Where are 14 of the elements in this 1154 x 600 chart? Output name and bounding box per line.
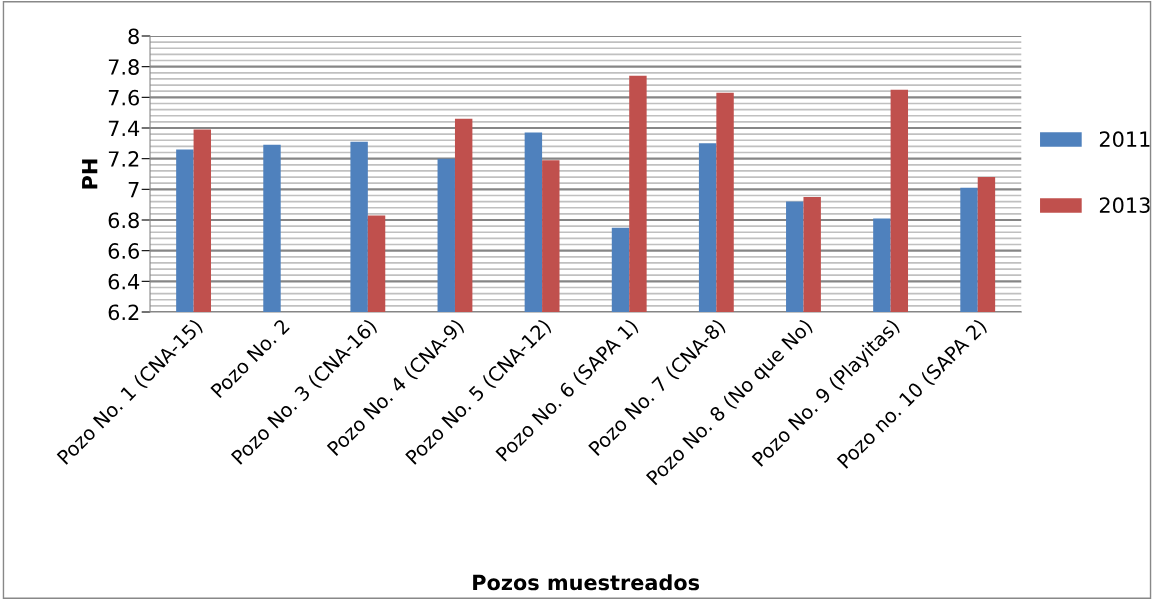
- y-tick-label: 7: [128, 182, 139, 198]
- legend-label: 2011: [1099, 131, 1150, 148]
- y-tick-label: 8: [128, 28, 139, 45]
- y-axis-title: PH: [82, 159, 98, 189]
- y-tick-label: 7.2: [108, 151, 139, 167]
- x-axis-title: Pozos muestreados: [473, 574, 700, 591]
- y-tick-label: 6.6: [108, 243, 139, 259]
- y-tick-label: 6.2: [108, 304, 139, 321]
- y-tick-label: 7.8: [108, 59, 139, 75]
- y-tick-label: 6.8: [108, 212, 139, 229]
- y-tick-label: 6.4: [108, 273, 140, 290]
- y-tick-label: 7.4: [108, 120, 140, 136]
- legend-label: 2013: [1099, 197, 1150, 214]
- y-tick-label: 7.6: [108, 89, 139, 106]
